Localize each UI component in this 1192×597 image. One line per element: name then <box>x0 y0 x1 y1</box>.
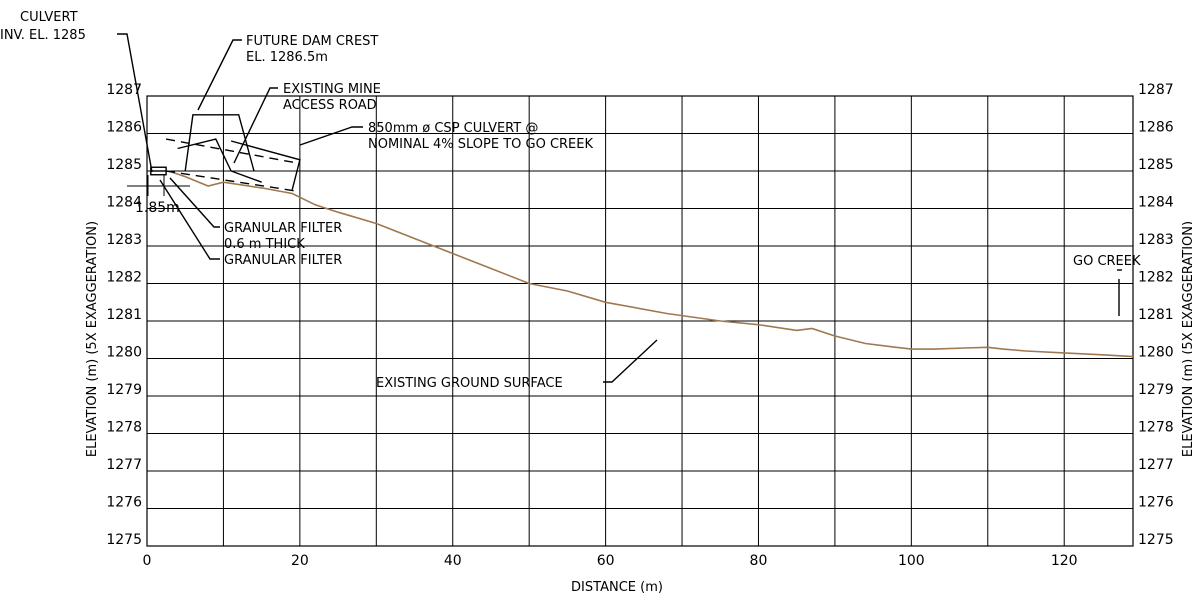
y-tick-label-left: 1287 <box>106 82 142 98</box>
ground-surface-leader <box>603 339 658 383</box>
x-tick-label: 120 <box>1051 553 1078 569</box>
x-tick-label: 60 <box>597 553 615 569</box>
y-tick-label-right: 1277 <box>1138 457 1174 473</box>
y-tick-label-right: 1287 <box>1138 82 1174 98</box>
dimension-label: 1.85m <box>135 200 180 216</box>
y-tick-label-left: 1280 <box>106 345 142 361</box>
y-tick-label-left: 1285 <box>106 157 142 173</box>
culvert-leader <box>117 33 153 173</box>
go-creek-label: GO CREEK <box>1073 254 1141 269</box>
y-tick-label-right: 1284 <box>1138 195 1174 211</box>
y-tick-label-right: 1283 <box>1138 232 1174 248</box>
y-tick-label-left: 1282 <box>106 270 142 286</box>
y-axis-title-right: ELEVATION (m) (5X EXAGGERATION) <box>1181 221 1192 457</box>
y-tick-label-right: 1276 <box>1138 495 1174 511</box>
x-axis-title: DISTANCE (m) <box>571 580 663 595</box>
culvert-note-line2: INV. EL. 1285 <box>0 28 86 43</box>
y-tick-label-right: 1279 <box>1138 382 1174 398</box>
y-tick-label-right: 1278 <box>1138 420 1174 436</box>
culvert-invert-dashed <box>165 170 301 193</box>
y-tick-label-right: 1275 <box>1138 532 1174 548</box>
y-axis-title-left: ELEVATION (m) (5X EXAGGERATION) <box>85 221 100 457</box>
filter-thick-note-line2: 0.6 m THICK <box>224 237 305 252</box>
annotations: CULVERT INV. EL. 1285 FUTURE DAM CREST E… <box>0 10 1192 595</box>
access-road-outline <box>177 138 262 183</box>
ground-surface-line <box>168 170 1134 358</box>
mine-road-note-line2: ACCESS ROAD <box>283 98 377 113</box>
filter-note: GRANULAR FILTER <box>224 253 342 268</box>
x-tick-label: 40 <box>444 553 462 569</box>
y-tick-label-left: 1277 <box>106 457 142 473</box>
y-tick-label-left: 1283 <box>106 232 142 248</box>
y-tick-label-left: 1281 <box>106 307 142 323</box>
csp-culvert-note-line1: 850mm ø CSP CULVERT @ <box>368 121 538 136</box>
filter-leader <box>159 179 220 260</box>
dam-crest-leader <box>197 39 242 111</box>
x-tick-label: 20 <box>291 553 309 569</box>
filter-thick-note-line1: GRANULAR FILTER <box>224 221 342 236</box>
x-tick-label: 80 <box>750 553 768 569</box>
dam-crest-note-line1: FUTURE DAM CREST <box>246 34 378 49</box>
y-tick-label-right: 1285 <box>1138 157 1174 173</box>
y-tick-label-left: 1278 <box>106 420 142 436</box>
axes: 0 20 40 60 80 100 120 1275 1275 1276 1276 1277 1277 1… <box>106 82 1173 569</box>
y-tick-label-left: 1276 <box>106 495 142 511</box>
culvert-crown-dashed <box>165 138 301 165</box>
y-tick-label-right: 1280 <box>1138 345 1174 361</box>
y-tick-label-right: 1286 <box>1138 120 1174 136</box>
y-tick-label-right: 1281 <box>1138 307 1174 323</box>
grid <box>146 95 1134 547</box>
culvert-note-line1: CULVERT <box>20 10 78 25</box>
x-tick-label: 100 <box>898 553 925 569</box>
profile <box>150 114 1134 358</box>
y-tick-label-left: 1275 <box>106 532 142 548</box>
y-tick-label-left: 1279 <box>106 382 142 398</box>
csp-culvert-note-line2: NOMINAL 4% SLOPE TO GO CREEK <box>368 137 593 152</box>
csp-culvert-leader <box>299 126 363 146</box>
dam-crest-note-line2: EL. 1286.5m <box>246 50 328 65</box>
mine-road-leader <box>233 87 278 164</box>
culvert-inlet-box <box>150 166 167 176</box>
mine-road-note-line1: EXISTING MINE <box>283 82 381 97</box>
y-tick-label-right: 1282 <box>1138 270 1174 286</box>
y-tick-label-left: 1286 <box>106 120 142 136</box>
ground-surface-label: EXISTING GROUND SURFACE <box>376 376 563 391</box>
x-tick-label: 0 <box>143 553 152 569</box>
filter-thick-leader <box>169 177 220 228</box>
road-bank-outline <box>230 140 301 190</box>
y-tick-label-left: 1284 <box>106 195 142 211</box>
leader-lines <box>117 33 1122 383</box>
